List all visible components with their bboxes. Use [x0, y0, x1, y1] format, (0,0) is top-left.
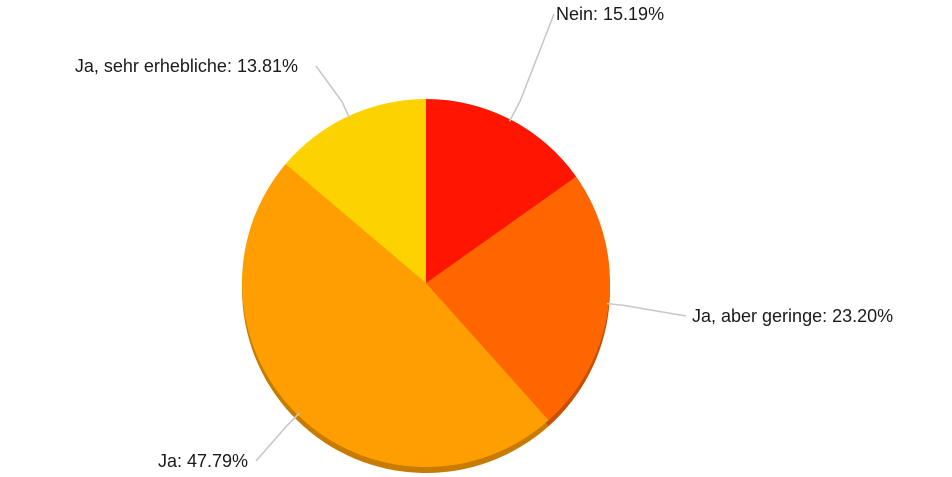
leader-line-nein [508, 13, 555, 122]
leader-line-ja-aber-geringe [606, 302, 687, 317]
pie-slice-nein [426, 99, 577, 283]
slice-label-nein: Nein: 15.19% [556, 4, 664, 24]
pie-slice-ja [241, 164, 549, 468]
pie-labels: Nein: 15.19% Ja, aber geringe: 23.20% Ja: … [75, 4, 893, 471]
pie-slices [241, 99, 611, 468]
pie-slice-ja-aber-geringe [426, 176, 611, 421]
slice-label-ja: Ja: 47.79% [158, 451, 248, 471]
slice-label-ja-sehr-erhebliche: Ja, sehr erhebliche: 13.81% [75, 56, 298, 76]
leader-line-ja-sehr-erhebliche [315, 65, 351, 119]
slice-label-ja-aber-geringe: Ja, aber geringe: 23.20% [692, 306, 893, 326]
leader-line-ja [255, 412, 300, 462]
pie-slice-ja-sehr-erhebliche [285, 99, 426, 283]
pie-leader-lines [255, 13, 687, 462]
